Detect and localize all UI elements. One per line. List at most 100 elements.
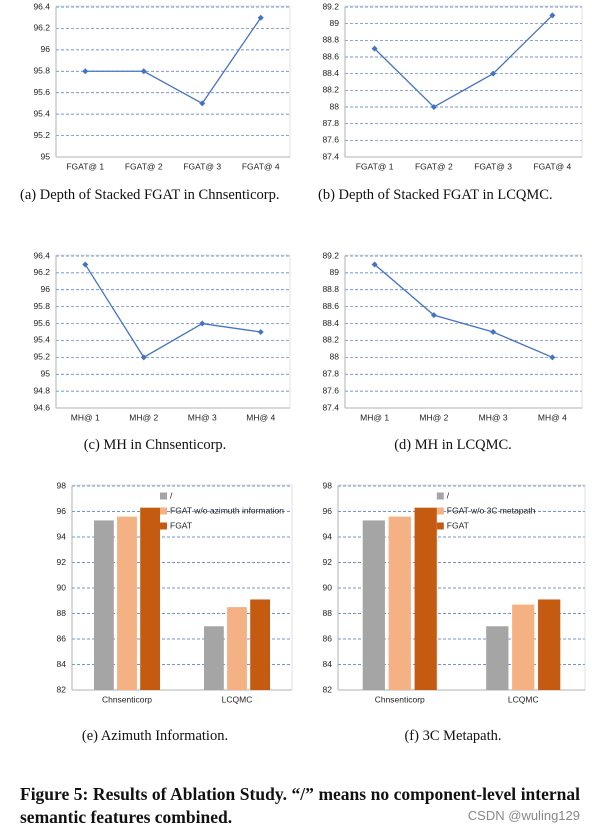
bar: [227, 607, 247, 690]
x-tick-label: FGAT@ 4: [242, 161, 280, 171]
line: [85, 17, 262, 105]
x-tick-label: MH@ 2: [129, 412, 158, 422]
y-tick-label: 87.6: [322, 385, 339, 395]
x-tick-label: FGAT@ 2: [415, 161, 453, 171]
line: [374, 14, 553, 108]
marker: [140, 354, 147, 361]
legend-label: /: [447, 490, 450, 500]
marker: [490, 329, 497, 335]
y-tick-label: 88.4: [322, 318, 339, 328]
x-tick-label: FGAT@ 1: [66, 161, 104, 171]
bar: [512, 604, 535, 690]
chart-frame: [344, 254, 583, 409]
chart-frame: [71, 484, 293, 691]
marker: [199, 100, 206, 107]
caption: (c) MH in Chnsenticorp.: [83, 437, 227, 453]
y-tick-label: 96: [323, 506, 333, 516]
marker: [549, 354, 556, 361]
y-tick-label: 90: [57, 582, 67, 592]
y-tick-label: 88: [330, 101, 340, 111]
y-tick-label: 82: [57, 684, 67, 694]
y-tick-label: 95: [41, 151, 51, 161]
y-tick-label: 95.6: [33, 87, 50, 97]
y-tick-label: 89.2: [322, 1, 339, 11]
y-tick-label: 98: [323, 480, 333, 490]
x-tick-label: FGAT@ 3: [183, 161, 221, 171]
marker: [140, 68, 147, 75]
x-tick-label: FGAT@ 4: [533, 161, 571, 171]
y-tick-label: 94: [323, 531, 333, 541]
marker: [257, 14, 264, 21]
y-tick-label: 95.6: [33, 318, 50, 328]
legend-swatch: [436, 507, 444, 515]
y-tick-label: 98: [57, 480, 67, 490]
x-tick-label: Chnsenticorp: [102, 694, 152, 704]
legend-swatch: [160, 507, 167, 515]
legend-swatch: [160, 522, 167, 530]
x-tick-label: MH@ 3: [479, 412, 508, 422]
y-tick-label: 89: [330, 267, 340, 277]
y-tick-label: 95.2: [33, 130, 50, 140]
y-tick-label: 96.2: [33, 267, 50, 277]
caption: (f) 3C Metapath.: [404, 728, 502, 744]
y-tick-label: 88.4: [322, 68, 339, 78]
y-tick-label: 92: [323, 557, 333, 567]
legend-swatch: [160, 492, 167, 500]
caption: (e) Azimuth Information.: [81, 728, 229, 744]
y-tick-label: 88: [57, 608, 67, 618]
legend-label: FGAT w/o 3C metapath: [447, 505, 536, 515]
bar: [117, 516, 137, 690]
line: [84, 264, 261, 359]
x-tick-label: MH@ 4: [538, 412, 567, 422]
y-tick-label: 96.4: [33, 1, 50, 11]
y-tick-label: 86: [323, 633, 333, 643]
x-tick-label: FGAT@ 1: [356, 161, 394, 171]
legend-swatch: [436, 522, 444, 530]
y-tick-label: 88.2: [322, 85, 339, 95]
y-tick-label: 88: [330, 352, 340, 362]
marker: [430, 312, 437, 319]
bar: [388, 516, 411, 690]
bar: [94, 520, 114, 690]
y-tick-label: 96: [41, 284, 51, 294]
legend-swatch: [436, 492, 444, 500]
bar: [204, 626, 224, 690]
bar: [538, 599, 561, 690]
x-tick-label: MH@ 1: [360, 412, 389, 422]
y-tick-label: 86: [57, 633, 67, 643]
line: [374, 263, 553, 358]
y-tick-label: 95.8: [33, 66, 50, 76]
y-tick-label: 88.8: [322, 284, 339, 294]
chart-frame: [337, 484, 586, 691]
bar: [362, 520, 385, 690]
y-tick-label: 96: [41, 44, 51, 54]
y-tick-label: 90: [323, 582, 333, 592]
caption: (d) MH in LCQMC.: [394, 437, 512, 453]
chart-frame: [344, 5, 583, 158]
marker: [371, 261, 378, 268]
bar: [140, 507, 160, 690]
y-tick-label: 94.6: [33, 402, 50, 412]
y-tick-label: 84: [323, 659, 333, 669]
y-tick-label: 84: [57, 659, 67, 669]
y-tick-label: 87.4: [322, 151, 339, 161]
y-tick-label: 96.4: [33, 250, 50, 260]
chart-frame: [55, 5, 291, 158]
figure-caption: Figure 5: Results of Ablation Study. “/”…: [20, 784, 580, 827]
legend-label: FGAT: [447, 520, 469, 530]
y-tick-label: 94: [57, 531, 67, 541]
caption: (b) Depth of Stacked FGAT in LCQMC.: [318, 187, 553, 203]
marker: [430, 104, 437, 110]
marker: [199, 320, 206, 327]
marker: [490, 70, 497, 77]
y-tick-label: 82: [323, 684, 333, 694]
y-tick-label: 88.2: [322, 335, 339, 345]
y-tick-label: 89.2: [322, 250, 339, 260]
y-tick-label: 95.4: [33, 108, 50, 118]
y-tick-label: 87.8: [322, 118, 339, 128]
marker: [549, 12, 556, 19]
x-tick-label: MH@ 2: [419, 412, 448, 422]
y-tick-label: 87.6: [322, 135, 339, 145]
